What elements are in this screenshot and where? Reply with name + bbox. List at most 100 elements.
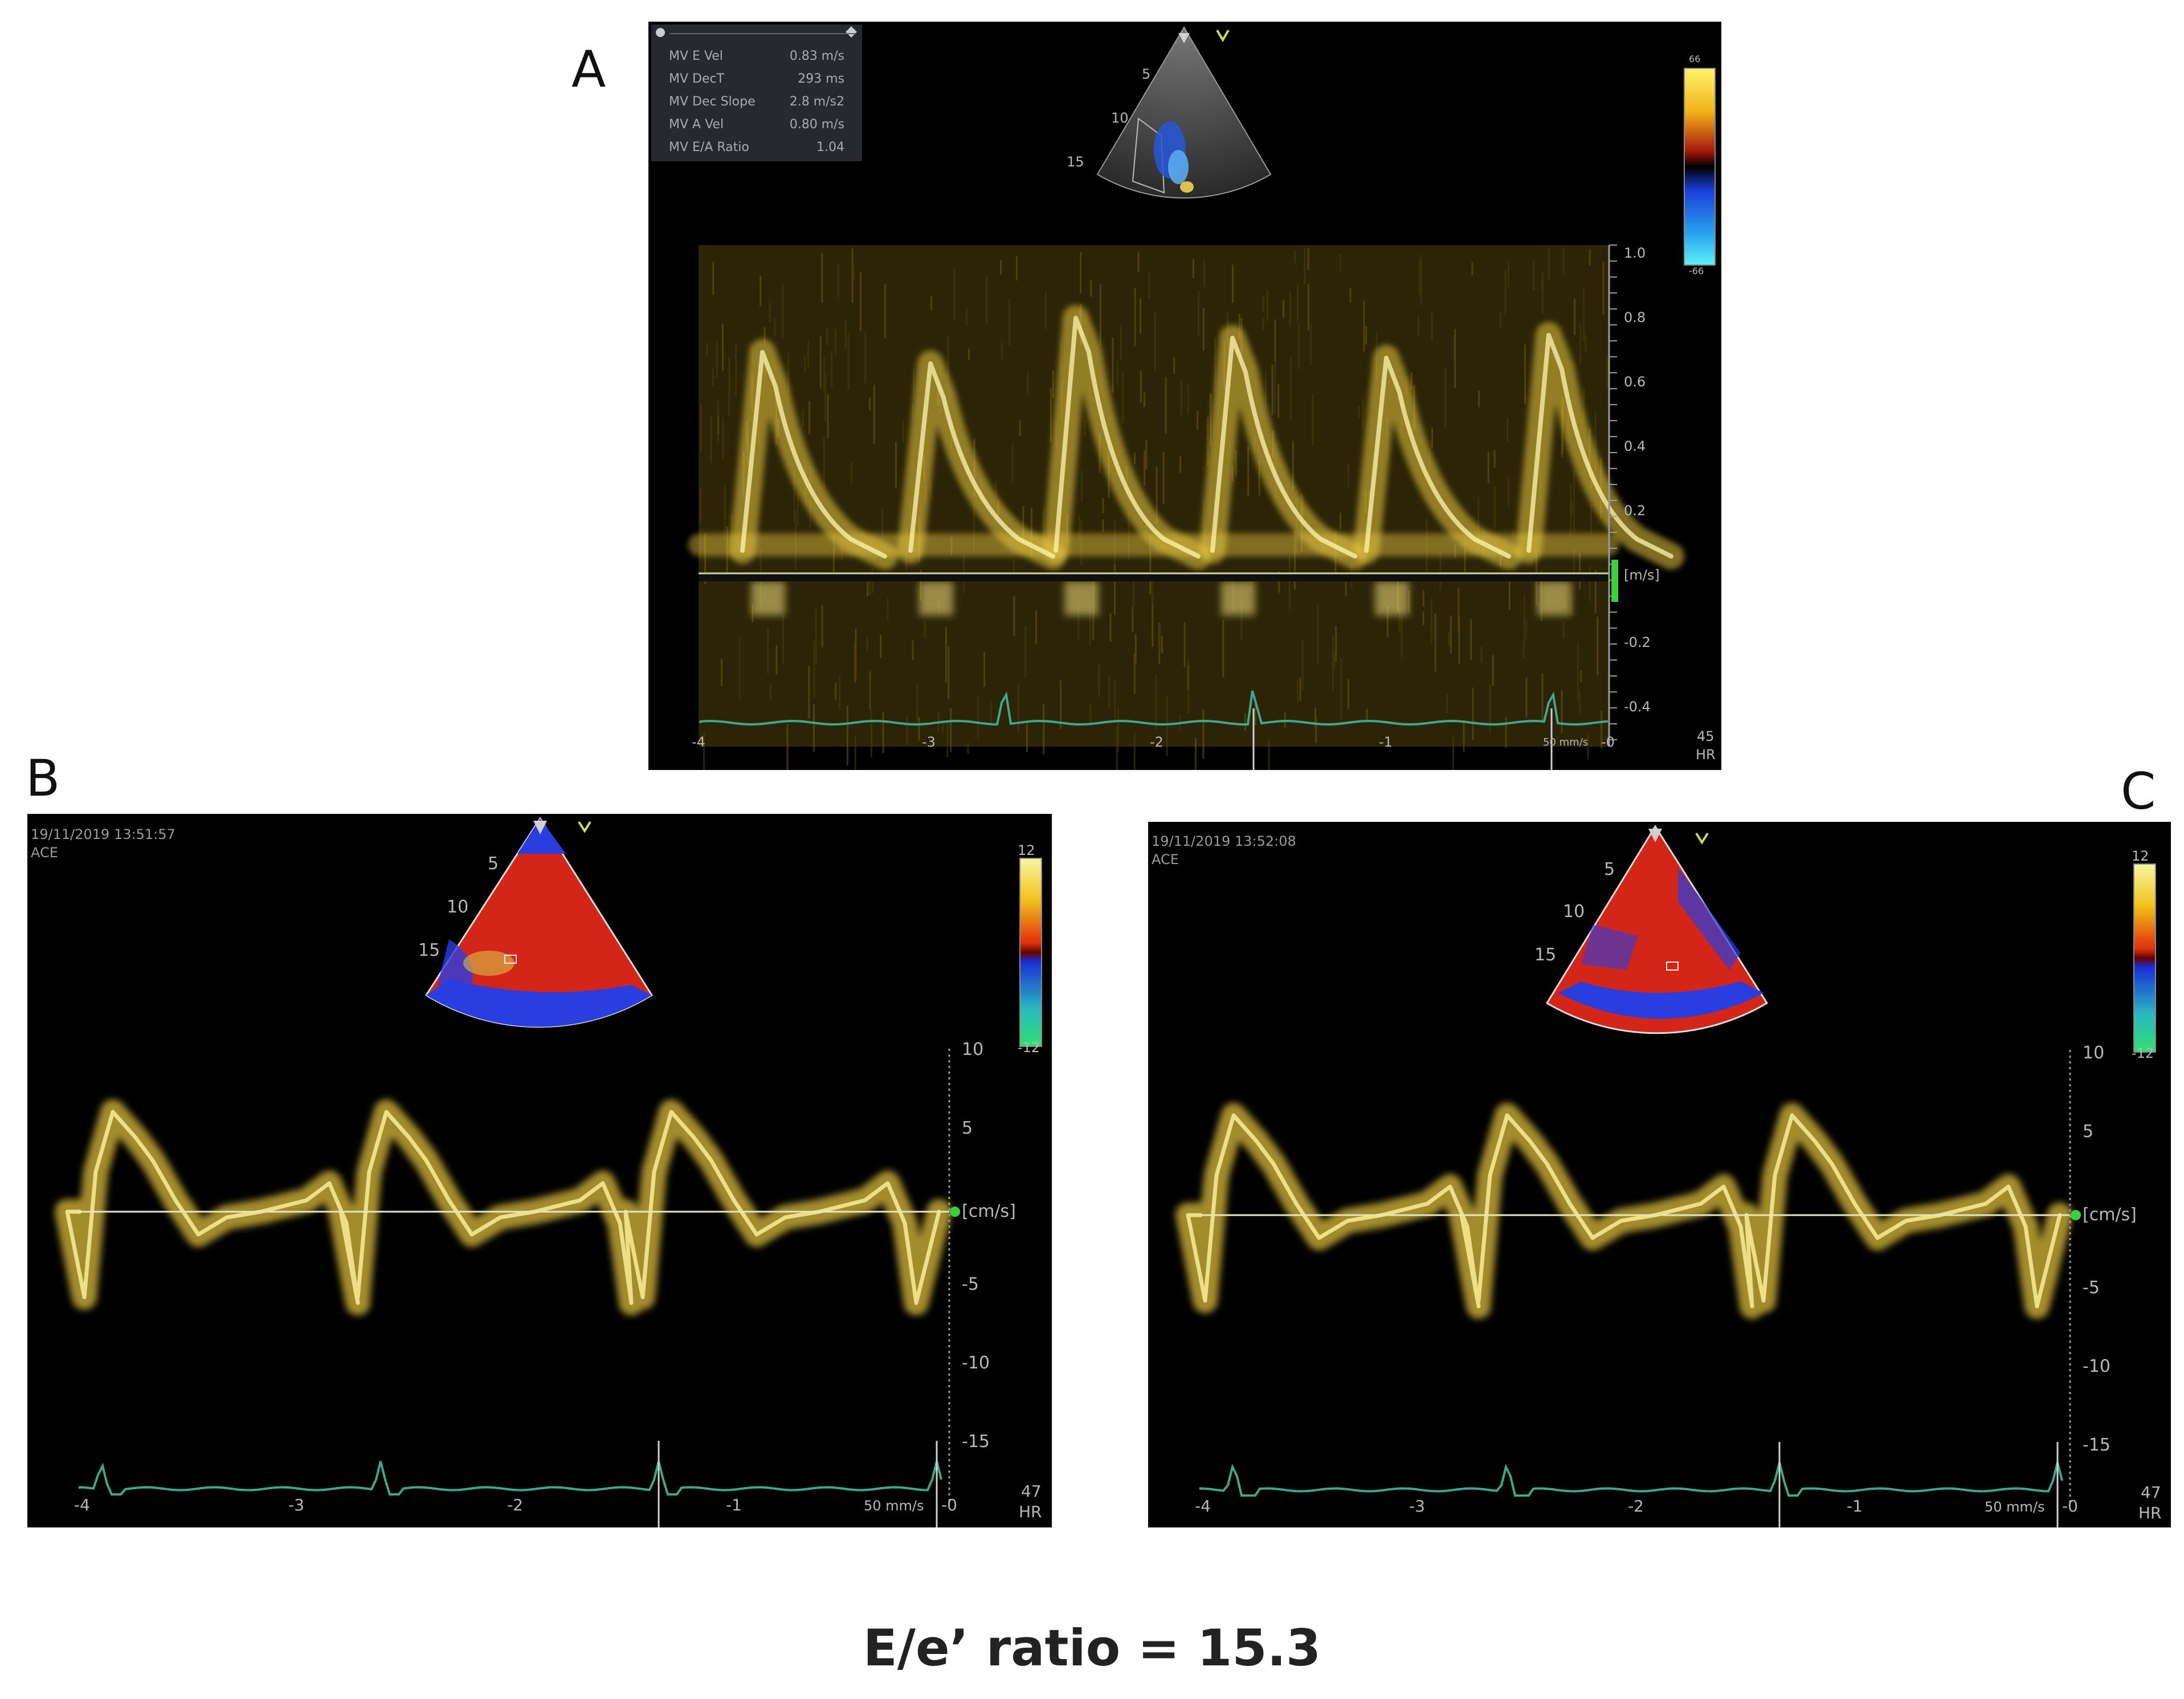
- noise-streak: [973, 502, 975, 551]
- noise-streak: [1297, 680, 1299, 703]
- noise-streak: [1347, 463, 1349, 488]
- noise-streak: [1102, 498, 1104, 514]
- noise-streak: [983, 651, 985, 687]
- probe-marker-icon: [533, 821, 547, 834]
- noise-streak: [1265, 373, 1267, 408]
- noise-streak: [1345, 581, 1347, 596]
- noise-streak: [1108, 675, 1111, 710]
- noise-streak: [1297, 284, 1299, 322]
- noise-streak: [1431, 312, 1433, 342]
- noise-streak: [1180, 378, 1182, 415]
- noise-streak: [1001, 341, 1003, 359]
- v-marker-icon: [1695, 832, 1709, 845]
- x-tick-label: -4: [1195, 1497, 1211, 1515]
- noise-streak: [1145, 439, 1148, 470]
- noise-streak: [1159, 625, 1161, 652]
- noise-streak: [809, 401, 811, 434]
- noise-streak: [1524, 344, 1526, 404]
- probe-marker-icon: [1178, 33, 1190, 43]
- noise-streak: [1472, 687, 1474, 740]
- noise-streak: [947, 336, 949, 391]
- noise-streak: [700, 488, 702, 524]
- noise-streak: [717, 415, 720, 434]
- noise-streak: [1458, 587, 1460, 631]
- noise-streak: [869, 671, 871, 710]
- noise-streak: [1301, 639, 1304, 691]
- y-tick-label: 5: [962, 1118, 973, 1138]
- noise-streak: [1090, 280, 1092, 297]
- noise-streak: [1339, 512, 1341, 529]
- noise-streak: [1183, 622, 1186, 667]
- noise-streak: [859, 271, 862, 332]
- noise-streak: [706, 343, 708, 356]
- noise-streak: [1522, 643, 1525, 659]
- noise-streak: [775, 645, 778, 675]
- noise-streak: [1203, 259, 1205, 287]
- noise-streak: [986, 275, 988, 323]
- baseline-marker: [2071, 1210, 2081, 1220]
- noise-streak: [710, 415, 712, 463]
- noise-streak: [1315, 716, 1317, 743]
- y-tick-label: -0.2: [1624, 634, 1651, 650]
- noise-streak: [1134, 288, 1136, 347]
- noise-streak: [738, 637, 741, 700]
- noise-streak: [967, 741, 969, 755]
- noise-streak: [823, 437, 825, 489]
- timestamp: 19/11/2019 13:52:08: [1152, 833, 1296, 849]
- noise-streak: [1132, 606, 1134, 632]
- noise-streak: [837, 263, 839, 299]
- noise-streak: [918, 717, 920, 741]
- noise-streak: [1447, 632, 1450, 646]
- noise-streak: [1365, 326, 1367, 345]
- noise-streak: [977, 696, 979, 739]
- noise-streak: [1332, 634, 1334, 691]
- noise-streak: [721, 323, 724, 371]
- noise-streak: [1585, 335, 1587, 353]
- noise-streak: [1430, 598, 1432, 645]
- noise-streak: [821, 605, 823, 647]
- noise-streak: [869, 397, 871, 411]
- noise-streak: [1274, 319, 1276, 378]
- noise-streak: [1310, 325, 1312, 365]
- noise-streak: [1573, 470, 1575, 532]
- mitral-inflow-spectral-display: [688, 26, 1716, 770]
- x-tick-label: -3: [288, 1496, 304, 1514]
- measurement-value: 1.04: [817, 140, 844, 154]
- diamond-icon[interactable]: [846, 26, 857, 38]
- depth-label: 15: [1067, 154, 1084, 170]
- noise-streak: [760, 275, 762, 307]
- noise-streak: [1335, 626, 1337, 662]
- mode-label: ACE: [1152, 851, 1179, 867]
- noise-streak: [948, 646, 950, 699]
- noise-streak: [1277, 383, 1280, 418]
- noise-streak: [839, 676, 841, 710]
- noise-streak: [1308, 284, 1309, 331]
- noise-streak: [712, 261, 715, 295]
- ee-ratio-caption: E/e’ ratio = 15.3: [863, 1619, 1321, 1677]
- noise-streak: [1077, 607, 1080, 640]
- noise-streak: [966, 308, 968, 326]
- noise-streak: [930, 482, 932, 498]
- noise-streak: [1386, 605, 1389, 637]
- noise-streak: [1358, 405, 1360, 418]
- measurement-label: MV E Vel: [669, 49, 723, 63]
- noise-streak: [1156, 467, 1158, 524]
- noise-streak: [881, 508, 883, 536]
- noise-streak: [887, 598, 889, 621]
- noise-streak: [1463, 719, 1465, 752]
- y-tick-label: -10: [962, 1353, 990, 1373]
- baseline-marker: [1611, 560, 1618, 602]
- noise-streak: [1113, 564, 1116, 616]
- measurement-row: MV DecT 293 ms: [659, 67, 847, 90]
- menu-dot-icon[interactable]: [656, 28, 665, 37]
- noise-streak: [1398, 608, 1401, 633]
- noise-streak: [902, 420, 904, 442]
- noise-streak: [782, 615, 785, 665]
- colorbar-top-label: 66: [1689, 54, 1701, 64]
- noise-streak: [1340, 254, 1341, 272]
- x-tick-label: -1: [1847, 1497, 1863, 1515]
- noise-streak: [850, 462, 852, 485]
- noise-streak: [712, 368, 714, 386]
- noise-streak: [1000, 260, 1002, 275]
- noise-streak: [1162, 451, 1165, 504]
